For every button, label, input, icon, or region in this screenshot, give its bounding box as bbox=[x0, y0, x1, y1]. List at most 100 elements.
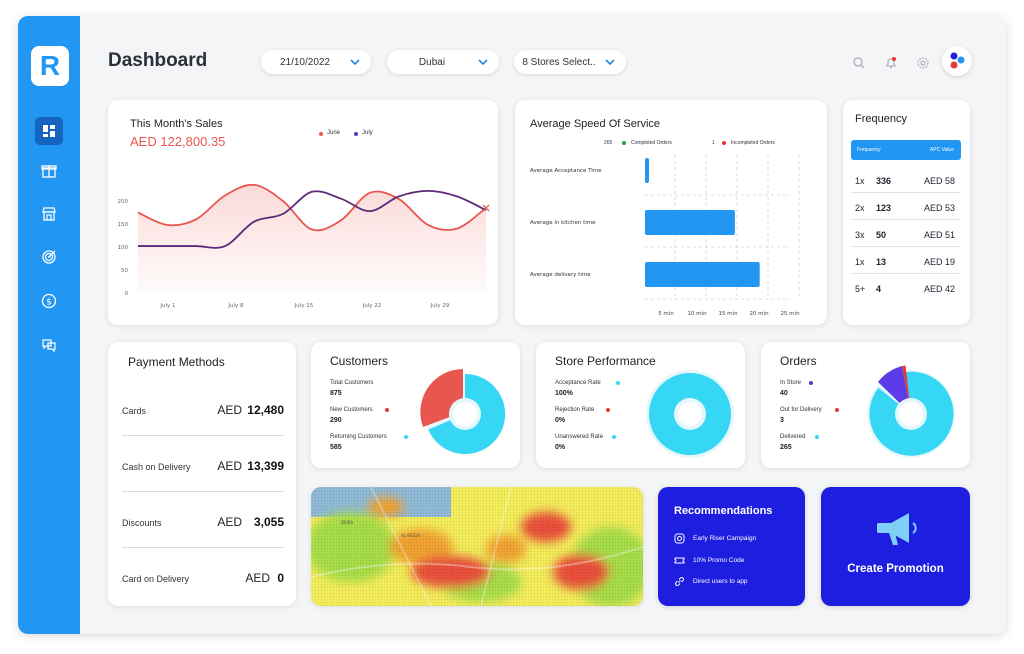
freq-count: 336 bbox=[876, 176, 892, 186]
recommendations-title: Recommendations bbox=[674, 505, 773, 517]
avatar[interactable] bbox=[942, 46, 972, 76]
recommendation-label: Early Riser Campaign bbox=[693, 534, 757, 542]
link-icon bbox=[675, 576, 684, 586]
freq-mult: 5+ bbox=[855, 284, 866, 294]
store-stat-label: Unanswered Rate bbox=[555, 434, 604, 440]
gear-icon[interactable] bbox=[916, 56, 930, 70]
payment-label: Discounts bbox=[122, 518, 162, 528]
sidebar-item-finance[interactable]: $ bbox=[35, 287, 63, 315]
category-label: Average delivery time bbox=[530, 272, 591, 278]
create-promotion-label: Create Promotion bbox=[847, 563, 944, 575]
table-row: 1x 336 AED 58 bbox=[851, 166, 961, 193]
unanswered-dot bbox=[612, 435, 616, 439]
sidebar-item-support[interactable] bbox=[35, 331, 63, 359]
map-label: AL RIGGA bbox=[401, 533, 420, 538]
create-promotion-button[interactable]: Create Promotion bbox=[821, 487, 970, 606]
stores-select[interactable]: 8 Stores Select.. bbox=[514, 50, 626, 74]
series-line-june bbox=[137, 183, 487, 232]
store-stat-label: Acceptance Rate bbox=[555, 380, 601, 386]
customers-stat-value: 290 bbox=[330, 417, 342, 424]
table-row: 1x 13 AED 19 bbox=[851, 247, 961, 274]
legend-july-label: July bbox=[362, 130, 373, 136]
avatar-logo-icon bbox=[950, 52, 965, 69]
orders-stat-value: 40 bbox=[780, 390, 788, 397]
freq-apc: AED 53 bbox=[923, 203, 955, 213]
store-stat-value: 0% bbox=[555, 444, 566, 451]
heatmap-map[interactable]: AL RIGGA DEIRA bbox=[311, 487, 643, 606]
bar bbox=[645, 210, 735, 235]
city-select[interactable]: Dubai bbox=[387, 50, 499, 74]
app-logo[interactable]: R bbox=[31, 46, 69, 86]
megaphone-icon bbox=[877, 513, 917, 545]
legend-june-label: June bbox=[327, 130, 341, 136]
sales-title: This Month's Sales bbox=[130, 118, 223, 130]
sidebar-item-stores[interactable] bbox=[35, 200, 63, 228]
payment-card: Payment Methods Cards AED 12,480 Cash on D… bbox=[108, 342, 296, 606]
x-tick-label: 25 min bbox=[780, 311, 800, 317]
freq-apc: AED 19 bbox=[923, 257, 955, 267]
out-for-delivery-dot bbox=[835, 408, 839, 412]
customers-card: Customers Total Customers 875 New Custom… bbox=[311, 342, 520, 468]
store-performance-donut bbox=[646, 370, 734, 458]
legend-june-dot bbox=[319, 132, 323, 136]
x-tick-label: 15 min bbox=[718, 311, 738, 317]
payment-label: Cash on Delivery bbox=[122, 462, 191, 472]
freq-count: 4 bbox=[876, 284, 882, 294]
in-store-dot bbox=[809, 381, 813, 385]
store-stat-value: 0% bbox=[555, 417, 566, 424]
donut-center bbox=[453, 402, 477, 426]
store-icon bbox=[42, 207, 56, 221]
table-row: 3x 50 AED 51 bbox=[851, 220, 961, 247]
heatmap-layer: AL RIGGA DEIRA bbox=[311, 487, 643, 606]
x-tick-label: July 1 bbox=[159, 303, 175, 309]
bar bbox=[645, 158, 649, 183]
customers-stat-label: Total Customers bbox=[330, 380, 374, 386]
series-area-june bbox=[138, 184, 486, 293]
app-window: R $ Dashboard 21/10/2022 Dubai 8 Stores … bbox=[18, 16, 1006, 634]
bell-icon[interactable] bbox=[884, 56, 898, 70]
category-label: Average Acceptance Time bbox=[530, 168, 602, 174]
payment-amount: 3,055 bbox=[253, 515, 284, 529]
returning-customers-dot bbox=[404, 435, 408, 439]
recommendation-label: Direct users to app bbox=[693, 577, 748, 585]
store-stat-value: 100% bbox=[555, 390, 573, 397]
x-tick-label: 20 min bbox=[749, 311, 769, 317]
search-icon[interactable] bbox=[852, 56, 866, 70]
freq-col-frequency: Frequency bbox=[857, 147, 881, 153]
donut-center bbox=[899, 402, 923, 426]
incompleted-dot bbox=[722, 141, 726, 145]
sidebar-item-targets[interactable] bbox=[35, 243, 63, 271]
orders-donut bbox=[867, 365, 955, 458]
series-line-july bbox=[138, 189, 487, 249]
freq-apc: AED 51 bbox=[923, 230, 955, 240]
orders-stat-label: Out for Delivery bbox=[780, 407, 822, 413]
payment-row: Cards AED 12,480 bbox=[122, 380, 284, 436]
store-stat-label: Rejection Rate bbox=[555, 407, 595, 413]
speed-chart: 5 min 10 min 15 min 20 min 25 min Average Acc… bbox=[530, 155, 800, 317]
y-tick-label: 0 bbox=[125, 291, 129, 297]
incompleted-label: Incompleted Orders bbox=[731, 140, 775, 146]
payment-row: Discounts AED 3,055 bbox=[122, 492, 284, 548]
bar bbox=[645, 262, 760, 287]
recommendation-item[interactable]: Direct users to app bbox=[674, 575, 748, 587]
chat-icon bbox=[42, 339, 56, 353]
payment-amount: 12,480 bbox=[247, 403, 284, 417]
sidebar-item-dashboard[interactable] bbox=[35, 117, 63, 145]
customers-donut bbox=[420, 369, 506, 454]
sidebar-item-products[interactable] bbox=[35, 157, 63, 185]
y-tick-label: 100 bbox=[118, 245, 129, 251]
recommendation-item[interactable]: 10% Promo Code bbox=[674, 554, 744, 566]
table-row: 2x 123 AED 53 bbox=[851, 193, 961, 220]
freq-apc: AED 58 bbox=[923, 176, 955, 186]
x-tick-label: July 15 bbox=[294, 303, 314, 309]
recommendation-item[interactable]: Early Riser Campaign bbox=[674, 532, 756, 544]
date-picker[interactable]: 21/10/2022 bbox=[261, 50, 371, 74]
y-tick-label: 50 bbox=[121, 268, 128, 274]
ticket-icon bbox=[674, 557, 685, 563]
recommendation-label: 10% Promo Code bbox=[693, 556, 745, 564]
date-value: 21/10/2022 bbox=[279, 56, 331, 68]
payment-row: Cash on Delivery AED 13,399 bbox=[122, 436, 284, 492]
freq-count: 50 bbox=[876, 230, 887, 240]
payment-label: Card on Delivery bbox=[122, 574, 190, 584]
donut-center bbox=[678, 402, 702, 426]
